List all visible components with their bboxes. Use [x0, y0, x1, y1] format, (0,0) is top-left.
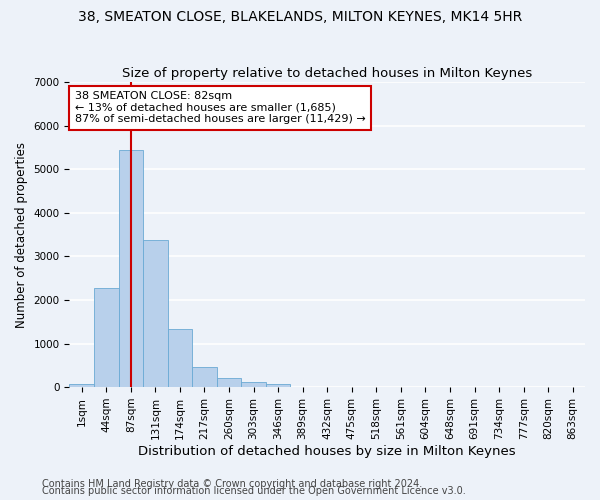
Text: Contains public sector information licensed under the Open Government Licence v3: Contains public sector information licen…	[42, 486, 466, 496]
Bar	[217, 378, 241, 387]
Title: Size of property relative to detached houses in Milton Keynes: Size of property relative to detached ho…	[122, 66, 532, 80]
Text: Contains HM Land Registry data © Crown copyright and database right 2024.: Contains HM Land Registry data © Crown c…	[42, 479, 422, 489]
Bar	[192, 367, 217, 387]
Bar	[94, 288, 119, 387]
Text: 38, SMEATON CLOSE, BLAKELANDS, MILTON KEYNES, MK14 5HR: 38, SMEATON CLOSE, BLAKELANDS, MILTON KE…	[78, 10, 522, 24]
Bar	[241, 382, 266, 387]
Bar	[70, 384, 94, 387]
Bar	[266, 384, 290, 387]
Y-axis label: Number of detached properties: Number of detached properties	[15, 142, 28, 328]
X-axis label: Distribution of detached houses by size in Milton Keynes: Distribution of detached houses by size …	[139, 444, 516, 458]
Bar	[143, 240, 167, 387]
Text: 38 SMEATON CLOSE: 82sqm
← 13% of detached houses are smaller (1,685)
87% of semi: 38 SMEATON CLOSE: 82sqm ← 13% of detache…	[74, 91, 365, 124]
Bar	[119, 150, 143, 387]
Bar	[167, 328, 192, 387]
